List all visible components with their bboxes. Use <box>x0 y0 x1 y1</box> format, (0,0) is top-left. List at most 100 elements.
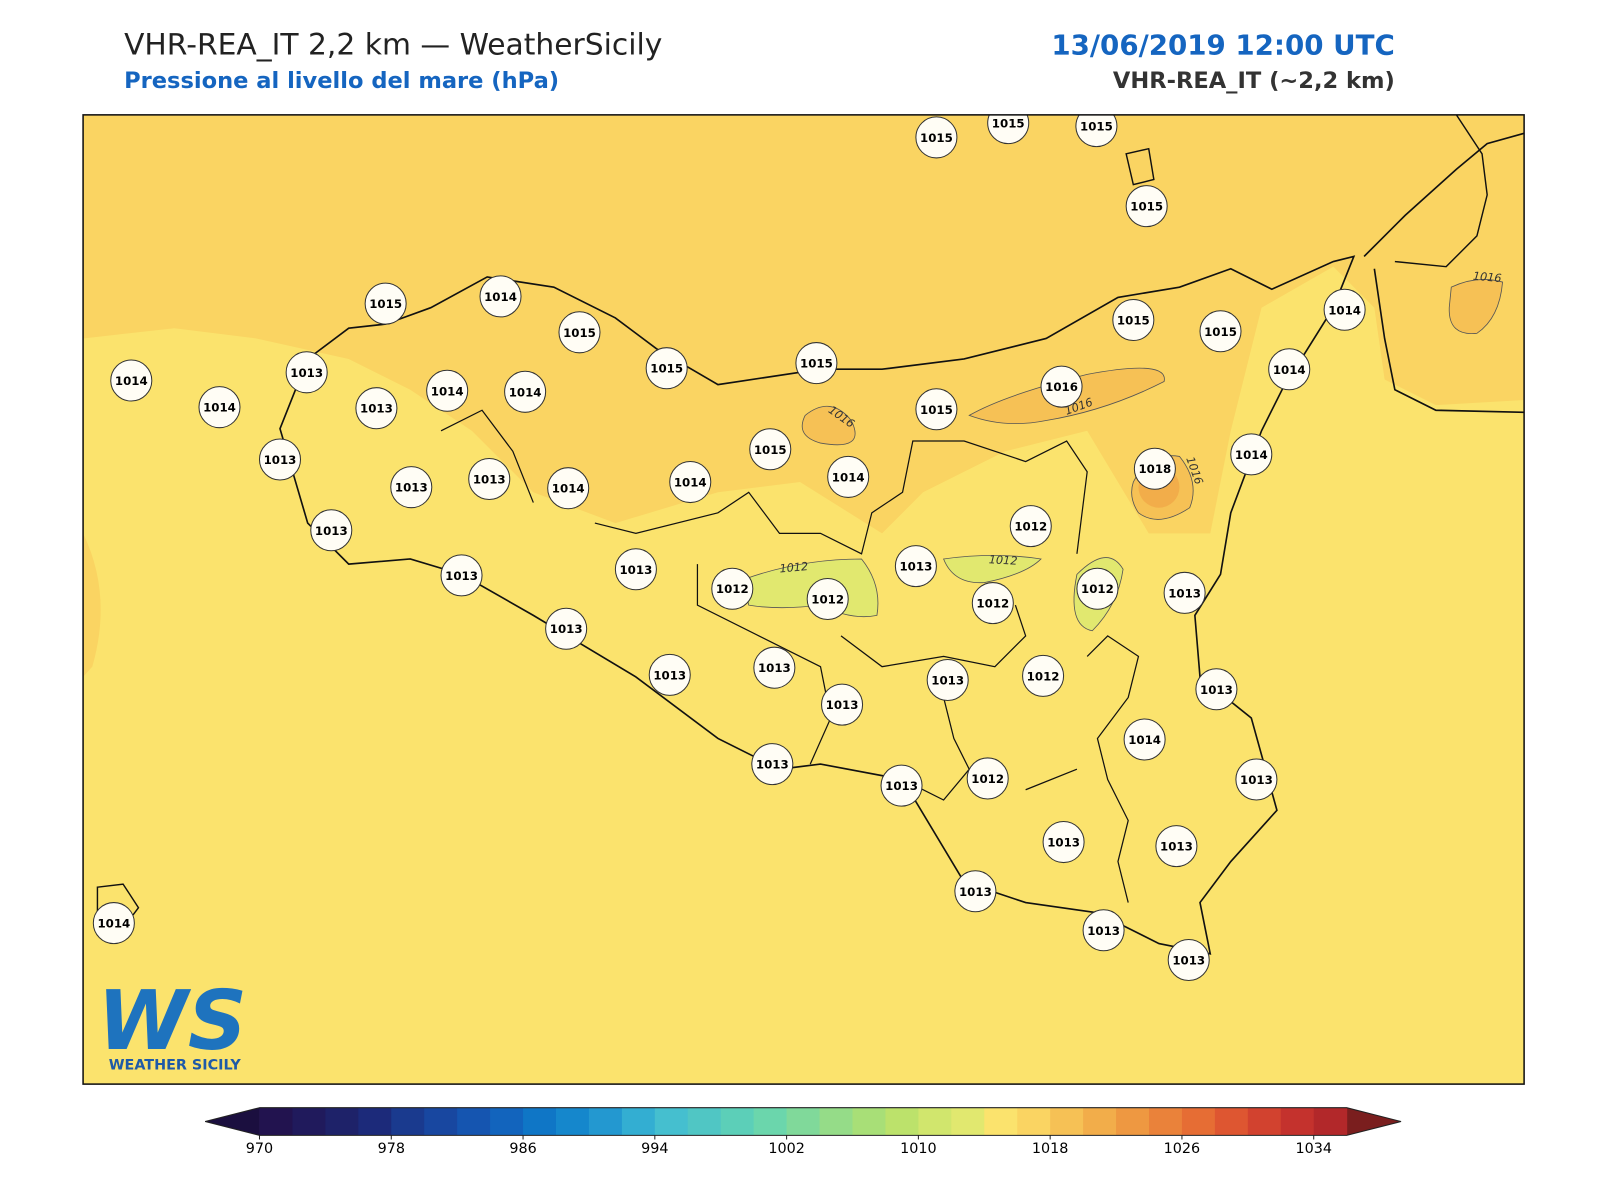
station: 1013 <box>821 683 864 726</box>
colorbar-bin <box>457 1107 491 1136</box>
station: 1013 <box>1042 821 1085 864</box>
station-value: 1015 <box>800 357 833 371</box>
station: 1013 <box>753 646 796 689</box>
station: 1013 <box>310 509 353 552</box>
station-marker <box>987 114 1030 145</box>
logo: WS WEATHER SICILY <box>97 974 247 1074</box>
colorbar: 970 978 986 994 1002 1010 1018 1026 1034 <box>205 1107 1402 1157</box>
station: 1014 <box>110 359 153 402</box>
colorbar-bin <box>1116 1107 1150 1136</box>
station-value: 1013 <box>758 661 791 675</box>
station-marker <box>558 311 601 354</box>
station: 1013 <box>355 387 398 430</box>
station-marker <box>545 607 588 650</box>
station: 1012 <box>1076 567 1119 610</box>
station-value: 1013 <box>1172 954 1205 968</box>
station: 1015 <box>645 347 688 390</box>
station-value: 1013 <box>290 366 323 380</box>
station-marker <box>1167 938 1210 982</box>
station: 1013 <box>751 743 794 786</box>
station-value: 1015 <box>920 403 953 417</box>
colorbar-outline <box>205 1107 1402 1136</box>
station-value: 1014 <box>97 917 130 931</box>
contour <box>1448 278 1504 335</box>
station: 1013 <box>390 466 433 509</box>
station: 1015 <box>1199 310 1242 353</box>
station-value: 1015 <box>920 131 953 145</box>
station-marker <box>915 388 958 431</box>
station-value: 1013 <box>550 622 583 636</box>
station: 1016 <box>1040 365 1083 408</box>
station: 1013 <box>285 351 328 394</box>
colorbar-bin <box>555 1107 590 1136</box>
station: 1013 <box>1195 668 1238 711</box>
station-value: 1013 <box>653 668 686 682</box>
station-value: 1013 <box>1240 773 1273 787</box>
station: 1013 <box>648 653 691 696</box>
colorbar-extend-low <box>205 1107 260 1136</box>
station-value: 1013 <box>1168 586 1201 600</box>
station: 1012 <box>1009 505 1052 548</box>
station-marker <box>711 567 754 610</box>
colorbar-bin <box>720 1107 755 1136</box>
station: 1013 <box>258 438 302 481</box>
model: VHR-REA_IT (~2,2 km) <box>1113 68 1395 94</box>
station-value: 1013 <box>1200 683 1233 697</box>
station-value: 1015 <box>754 443 787 457</box>
station: 1012 <box>971 582 1014 625</box>
station-value: 1012 <box>971 772 1004 786</box>
station-marker <box>1268 348 1311 391</box>
station: 1015 <box>987 114 1030 145</box>
logo-text: WEATHER SICILY <box>109 1058 242 1074</box>
station-value: 1012 <box>1027 669 1060 683</box>
station: 1013 <box>545 607 588 650</box>
station-marker <box>806 577 849 620</box>
station-value: 1014 <box>431 384 464 398</box>
station: 1014 <box>92 902 135 945</box>
station-value: 1014 <box>552 482 585 496</box>
station-marker <box>614 548 657 591</box>
station: 1014 <box>1323 288 1366 331</box>
station-marker <box>198 386 241 429</box>
station-value: 1013 <box>395 481 428 495</box>
station-value: 1012 <box>1081 582 1114 596</box>
station-marker <box>364 282 407 325</box>
colorbar-bin <box>523 1107 557 1136</box>
station-marker <box>1075 114 1118 148</box>
station-value: 1014 <box>674 476 707 490</box>
station-marker <box>1323 288 1366 331</box>
station-value: 1014 <box>484 290 517 304</box>
contour <box>801 406 856 446</box>
colorbar-bin <box>1181 1107 1216 1136</box>
station-value: 1015 <box>650 362 683 376</box>
colorbar-tick-label: 1010 <box>900 1141 937 1157</box>
station: 1014 <box>547 467 590 510</box>
station-marker <box>285 351 328 394</box>
station: 1013 <box>1155 825 1198 868</box>
station: 1014 <box>426 369 469 412</box>
station-value: 1016 <box>1045 380 1078 394</box>
colorbar-bin <box>984 1107 1018 1136</box>
colorbar-bin <box>918 1107 952 1136</box>
station-value: 1014 <box>1273 363 1306 377</box>
station: 1015 <box>364 282 407 325</box>
subtitle: Pressione al livello del mare (hPa) <box>124 68 559 94</box>
station: 1014 <box>1268 348 1311 391</box>
station: 1014 <box>504 370 547 413</box>
station: 1015 <box>1075 114 1118 148</box>
colorbar-bin <box>1280 1107 1315 1136</box>
station-value: 1015 <box>563 326 596 340</box>
station-marker <box>355 387 398 430</box>
colorbar-bin <box>1017 1107 1051 1136</box>
station-value: 1012 <box>811 593 844 607</box>
station: 1015 <box>558 311 601 354</box>
station-value: 1013 <box>826 698 859 712</box>
colorbar-bin <box>753 1107 788 1136</box>
colorbar-tick-label: 986 <box>509 1141 536 1157</box>
station-value: 1013 <box>445 569 478 583</box>
station: 1013 <box>1235 758 1278 801</box>
colorbar-bin <box>654 1107 689 1136</box>
station-marker <box>954 870 997 913</box>
station-marker <box>966 757 1009 800</box>
station-marker <box>880 764 923 807</box>
